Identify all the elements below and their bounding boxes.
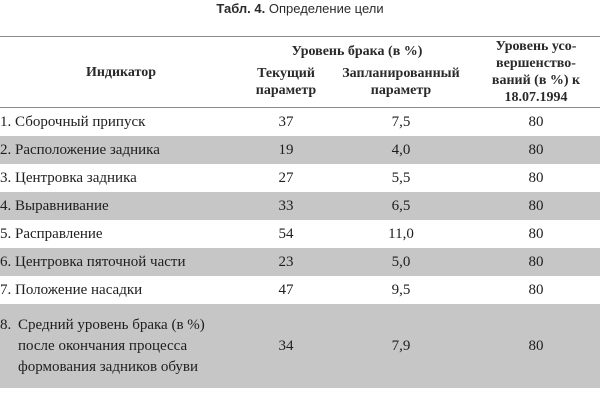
table-row: 6. Центровка пяточной части 23 5,0 80	[0, 248, 600, 276]
row-improvement: 80	[528, 226, 544, 242]
header-current: Текущий параметр	[242, 65, 330, 108]
row-current: 37	[278, 114, 294, 130]
row-planned: 6,5	[330, 192, 472, 220]
header-defect-level: Уровень брака (в %)	[291, 43, 423, 59]
row-name-cell: 8. Средний уровень брака (в %) после око…	[0, 304, 242, 388]
row-name-cell: 1. Сборочный припуск	[0, 108, 242, 137]
row-current: 47	[278, 282, 294, 298]
row-improvement: 80	[528, 282, 544, 298]
header-indicator: Индикатор	[0, 36, 242, 108]
table-row: 3. Центровка задника 27 5,5 80	[0, 164, 600, 192]
row-improvement: 80	[472, 248, 600, 276]
row-planned: 9,5	[391, 282, 411, 298]
row-current: 19	[242, 136, 330, 164]
header-improvement-text: Уровень усо-вершенство-ваний (в %) к 18.…	[491, 39, 581, 105]
row-current: 27	[278, 170, 294, 186]
row-name: Сборочный припуск	[15, 114, 146, 130]
row-planned: 4,0	[330, 136, 472, 164]
table-row: 8. Средний уровень брака (в %) после око…	[0, 304, 600, 388]
row-num: 3.	[0, 170, 12, 186]
row-name: Центровка пяточной части	[15, 254, 186, 270]
header-current-text: Текущий параметр	[255, 66, 317, 98]
row-name: Центровка задника	[15, 170, 137, 186]
row-name-cell: 4. Выравнивание	[0, 192, 242, 220]
row-improvement: 80	[528, 170, 544, 186]
header-improvement: Уровень усо-вершенство-ваний (в %) к 18.…	[472, 36, 600, 108]
table-row: 7. Положение насадки 47 9,5 80	[0, 276, 600, 304]
row-improvement: 80	[528, 114, 544, 130]
row-planned: 7,5	[391, 114, 411, 130]
row-planned: 11,0	[388, 226, 414, 242]
row-current: 23	[242, 248, 330, 276]
row-planned: 5,0	[330, 248, 472, 276]
row-current: 34	[242, 304, 330, 388]
row-current: 33	[242, 192, 330, 220]
goal-table: Индикатор Уровень брака (в %) Уровень ус…	[0, 36, 600, 388]
row-num: 6.	[0, 254, 12, 270]
table-caption: Табл. 4. Определение цели	[0, 0, 600, 22]
caption-label: Табл. 4.	[216, 1, 266, 16]
caption-title: Определение цели	[268, 1, 384, 16]
table-row: 5. Расправление 54 11,0 80	[0, 220, 600, 248]
table-row: 2. Расположение задника 19 4,0 80	[0, 136, 600, 164]
row-name: Расположение задника	[15, 142, 160, 158]
row-name: Положение насадки	[15, 282, 143, 298]
table-row: 4. Выравнивание 33 6,5 80	[0, 192, 600, 220]
row-name-cell: 6. Центровка пяточной части	[0, 248, 242, 276]
row-current: 54	[278, 226, 294, 242]
row-num: 2.	[0, 142, 12, 158]
row-planned: 5,5	[391, 170, 411, 186]
row-num: 4.	[0, 198, 12, 214]
row-num: 7.	[0, 282, 12, 298]
header-planned-text: Запланированный параметр	[342, 66, 460, 98]
row-name: Выравнивание	[15, 198, 109, 214]
row-name: Средний уровень брака (в %) после оконча…	[18, 316, 205, 375]
row-improvement: 80	[472, 136, 600, 164]
row-name: Расправление	[15, 226, 103, 242]
row-improvement: 80	[472, 304, 600, 388]
row-name-cell: 2. Расположение задника	[0, 136, 242, 164]
row-num: 1.	[0, 114, 12, 130]
row-name-cell: 7. Положение насадки	[0, 276, 242, 304]
row-name-cell: 5. Расправление	[0, 220, 242, 248]
row-num: 5.	[0, 226, 12, 242]
header-planned: Запланированный параметр	[330, 65, 472, 108]
row-num: 8.	[0, 316, 12, 333]
row-name-cell: 3. Центровка задника	[0, 164, 242, 192]
row-planned: 7,9	[330, 304, 472, 388]
row-improvement: 80	[472, 192, 600, 220]
table-row: 1. Сборочный припуск 37 7,5 80	[0, 108, 600, 137]
